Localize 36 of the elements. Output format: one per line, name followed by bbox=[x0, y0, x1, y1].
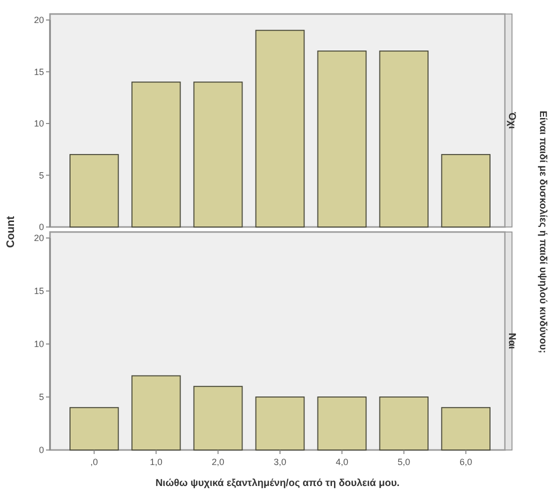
text: Όχι bbox=[506, 111, 517, 130]
bar bbox=[193, 386, 243, 450]
bar bbox=[131, 375, 181, 450]
bar bbox=[193, 82, 243, 228]
x-tick-label: 4,0 bbox=[336, 457, 348, 467]
bar bbox=[317, 396, 367, 450]
y-tick-label: 15 bbox=[34, 66, 44, 77]
x-tick-label: 2,0 bbox=[212, 457, 224, 467]
y-tick-label: 10 bbox=[34, 339, 44, 350]
y-tick-label: 20 bbox=[34, 233, 44, 244]
y-tick-label: 20 bbox=[34, 15, 44, 26]
x-axis-title: Νιώθω ψυχικά εξαντλημένη/ος από τη δουλειά μου. bbox=[155, 478, 400, 489]
x-tick-label: ,0 bbox=[90, 457, 98, 467]
y-tick-label: 15 bbox=[34, 286, 44, 296]
x-tick-label: 3,0 bbox=[274, 457, 286, 467]
x-tick-label: 6,0 bbox=[460, 457, 472, 467]
text: Ναι bbox=[506, 332, 517, 350]
y-tick-label: 5 bbox=[38, 170, 44, 180]
bar bbox=[441, 154, 490, 228]
bar bbox=[317, 50, 367, 228]
x-tick-label: 5,0 bbox=[398, 457, 410, 467]
bar bbox=[255, 396, 305, 450]
x-tick-label: 1,0 bbox=[150, 457, 162, 467]
bar bbox=[131, 82, 181, 228]
bar bbox=[70, 407, 119, 450]
bar bbox=[70, 154, 119, 228]
y-tick-label: 0 bbox=[38, 445, 44, 456]
y-axis-title: Count bbox=[5, 216, 17, 248]
y-tick-label: 0 bbox=[38, 222, 44, 232]
y-tick-label: 5 bbox=[38, 392, 44, 402]
bar bbox=[441, 407, 490, 450]
bar bbox=[379, 396, 429, 450]
bar bbox=[379, 50, 429, 228]
bar bbox=[255, 30, 305, 228]
y-tick-label: 10 bbox=[34, 118, 44, 129]
y2-axis-title: Είναι παιδί με δυσκολίες ή παιδί υψηλού κινδύνου; bbox=[537, 110, 548, 354]
